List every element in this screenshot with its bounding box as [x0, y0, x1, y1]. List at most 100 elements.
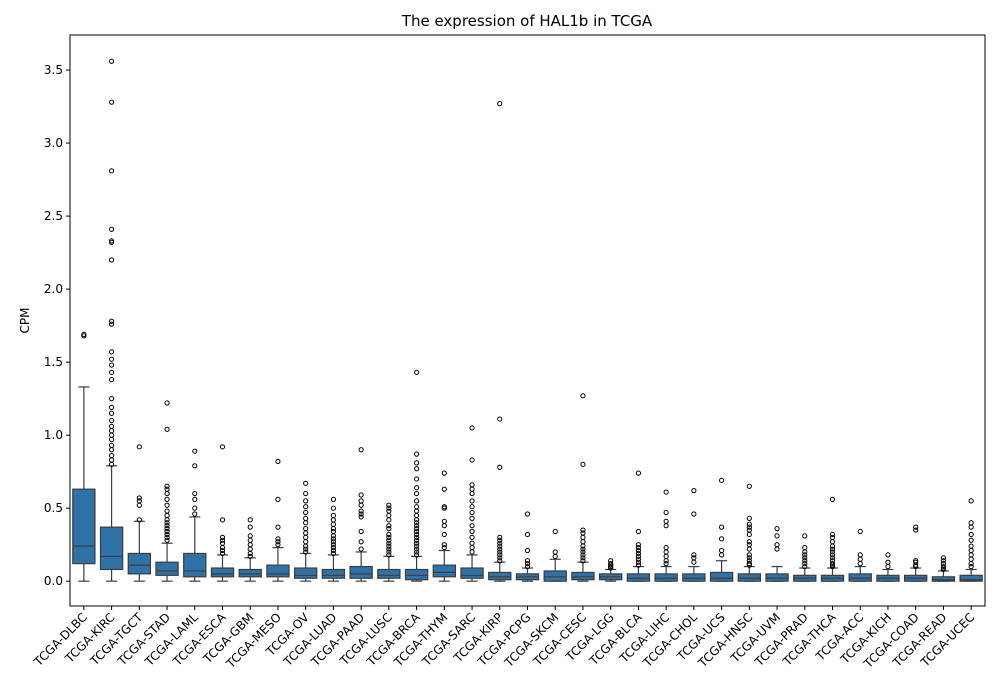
- y-tick-label: 1.0: [44, 428, 63, 442]
- outlier-point: [441, 542, 447, 548]
- box-tcga-thca: [820, 567, 845, 582]
- outlier-point: [108, 99, 115, 105]
- iqr-box: [959, 574, 983, 582]
- outlier-point: [746, 521, 752, 527]
- outlier-point: [386, 531, 392, 538]
- iqr-box: [210, 567, 235, 578]
- y-tick-label: 0.5: [44, 501, 63, 515]
- outlier-point: [552, 549, 558, 555]
- outlier-point: [136, 495, 142, 501]
- outlier-point: [247, 550, 253, 557]
- outlier-point: [275, 524, 281, 530]
- outlier-point: [802, 558, 808, 564]
- box-tcga-gbm: [238, 557, 262, 582]
- outlier-point: [497, 555, 503, 561]
- outlier-point: [108, 226, 115, 232]
- outlier-point: [108, 369, 115, 375]
- iqr-box: [626, 573, 651, 582]
- outlier-point: [718, 552, 725, 558]
- y-tick-label: 3.5: [44, 63, 63, 77]
- outlier-point: [774, 546, 780, 552]
- outlier-point: [469, 486, 475, 492]
- outlier-point: [303, 549, 309, 555]
- outlier-point: [469, 498, 475, 504]
- box-tcga-laml: [183, 516, 207, 582]
- iqr-box: [654, 573, 678, 582]
- iqr-box: [72, 488, 96, 565]
- outlier-point: [413, 466, 420, 472]
- outlier-point: [608, 561, 614, 567]
- outlier-point: [497, 549, 503, 555]
- outlier-point: [746, 542, 752, 548]
- box-tcga-ucs: [709, 560, 734, 582]
- outlier-point: [718, 477, 725, 484]
- outlier-point: [303, 504, 309, 510]
- outlier-point: [386, 537, 392, 543]
- outlier-point: [829, 552, 836, 558]
- iqr-box: [709, 571, 734, 582]
- outlier-point: [774, 533, 780, 539]
- outlier-point: [386, 546, 392, 552]
- outlier-point: [330, 526, 337, 532]
- outlier-point: [108, 349, 115, 355]
- outlier-point: [192, 463, 198, 469]
- box-tcga-cesc: [571, 561, 595, 582]
- outlier-point: [746, 561, 752, 567]
- outlier-point: [164, 426, 170, 432]
- outlier-point: [857, 528, 863, 535]
- outlier-point: [497, 537, 503, 543]
- outlier-point: [469, 523, 475, 529]
- outlier-point: [108, 377, 115, 383]
- outlier-point: [774, 542, 780, 548]
- outlier-point: [497, 552, 503, 558]
- box-tcga-kirp: [488, 561, 512, 582]
- outlier-point: [303, 515, 309, 521]
- outlier-point: [524, 563, 531, 570]
- outlier-point: [497, 546, 503, 552]
- iqr-box: [765, 573, 789, 582]
- iqr-box: [488, 571, 512, 581]
- iqr-box: [931, 576, 956, 582]
- outlier-point: [635, 550, 642, 557]
- outlier-point: [746, 546, 752, 552]
- outlier-point: [358, 492, 364, 498]
- outlier-point: [469, 540, 475, 546]
- outlier-point: [164, 526, 170, 532]
- y-tick-label: 0.0: [44, 574, 63, 588]
- outlier-point: [413, 504, 420, 510]
- box-tcga-prad: [793, 567, 817, 582]
- outlier-point: [275, 536, 281, 542]
- iqr-box: [737, 573, 762, 582]
- outlier-point: [413, 490, 420, 497]
- box-tcga-kich: [876, 568, 900, 582]
- chart-title: The expression of HAL1b in TCGA: [401, 12, 653, 30]
- outlier-point: [413, 460, 420, 466]
- outlier-point: [524, 561, 531, 567]
- outlier-point: [219, 550, 226, 557]
- outlier-point: [219, 444, 226, 450]
- outlier-point: [968, 531, 974, 538]
- outlier-point: [219, 544, 226, 551]
- outlier-point: [413, 451, 420, 457]
- outlier-point: [497, 416, 503, 422]
- outlier-point: [413, 476, 420, 482]
- outlier-point: [413, 512, 420, 519]
- outlier-point: [857, 552, 863, 558]
- outlier-point: [330, 547, 337, 554]
- outlier-point: [829, 534, 836, 540]
- outlier-point: [358, 508, 364, 514]
- outlier-point: [330, 533, 337, 539]
- box-tcga-esca: [210, 554, 235, 582]
- outlier-point: [247, 533, 253, 539]
- x-axis: TCGA-DLBCTCGA-KIRCTCGA-TGCTTCGA-STADTCGA…: [31, 606, 977, 671]
- outlier-point: [386, 543, 392, 549]
- box-tcga-blca: [626, 565, 651, 582]
- outlier-point: [746, 527, 752, 533]
- iqr-box: [155, 561, 179, 576]
- box-tcga-kirc: [99, 465, 124, 582]
- outlier-point: [164, 517, 170, 523]
- outlier-point: [164, 486, 170, 492]
- box-tcga-luad: [321, 554, 346, 582]
